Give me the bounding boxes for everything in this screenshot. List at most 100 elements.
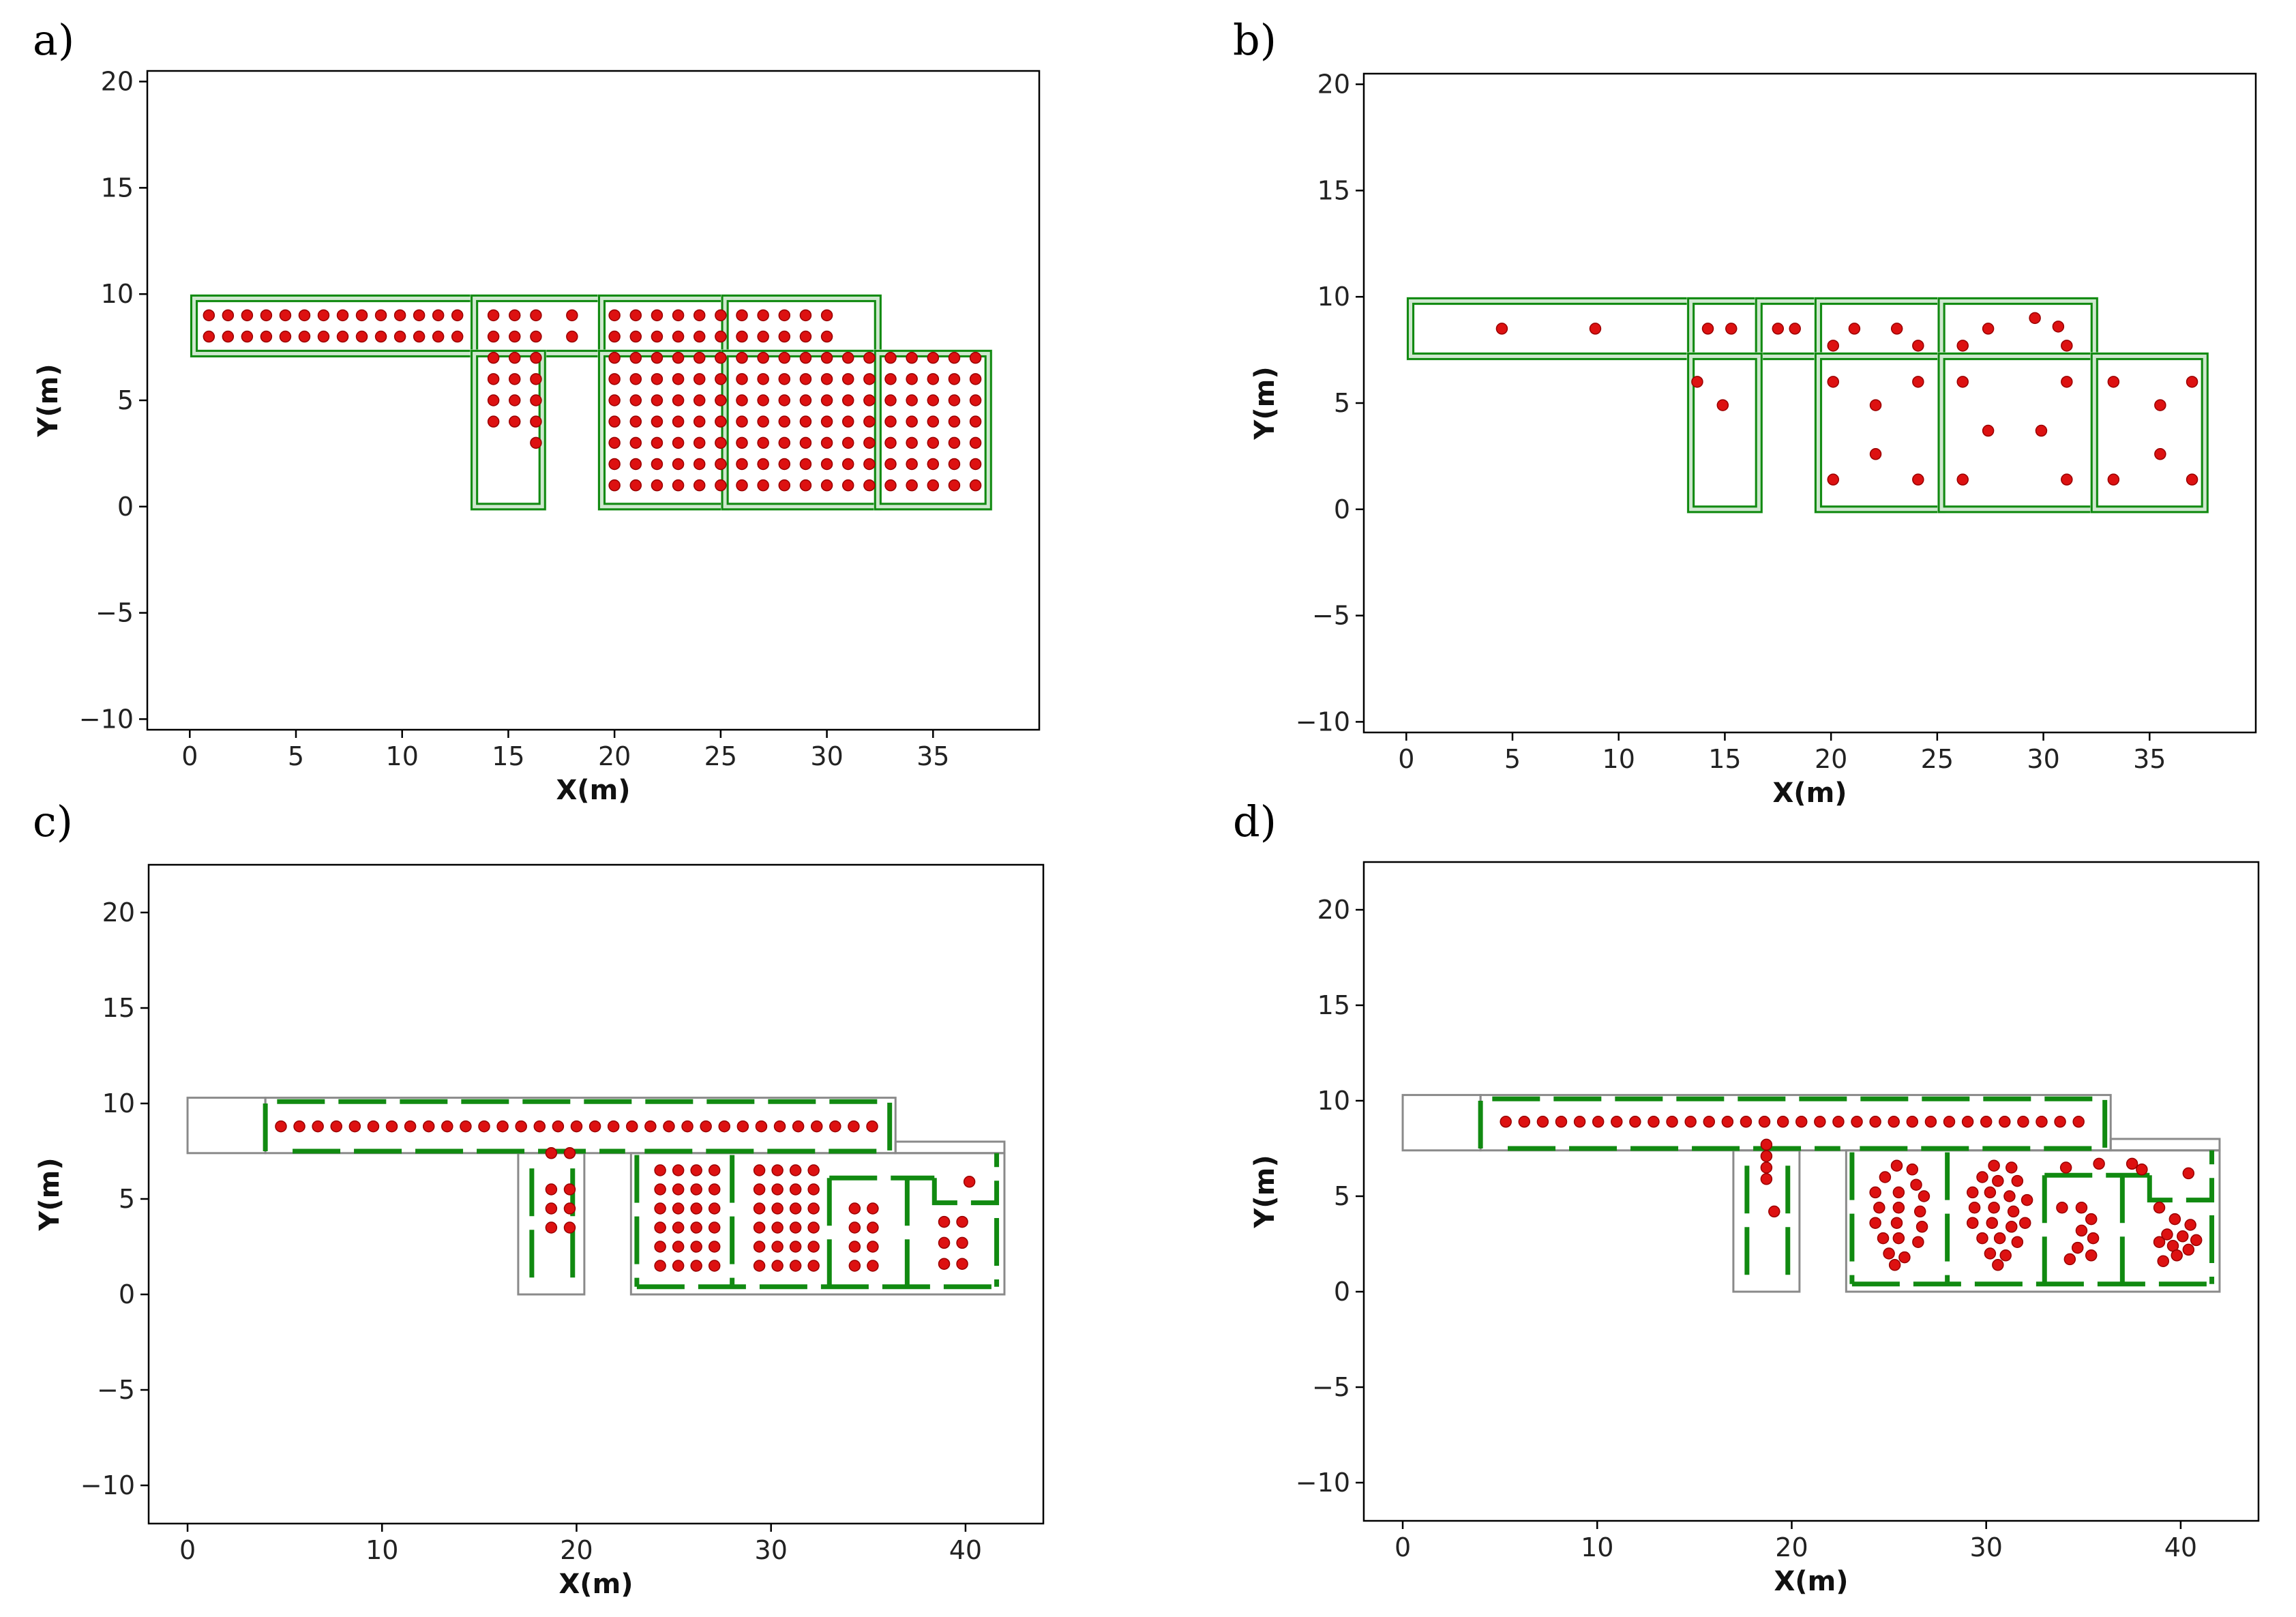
y-tick-label: 10 [102, 1088, 135, 1118]
sample-point [841, 394, 854, 406]
sample-point [753, 1164, 766, 1176]
wall-segment [1478, 1096, 2108, 1148]
sample-point [487, 351, 500, 364]
sample-point [820, 309, 833, 322]
sample-point [1968, 1202, 1981, 1214]
sample-point [2011, 1236, 2024, 1248]
sample-point [820, 458, 833, 471]
sample-point [672, 458, 685, 471]
sample-point [715, 351, 727, 364]
sample-point [293, 1120, 305, 1133]
sample-point [736, 436, 748, 449]
sample-point [792, 1120, 805, 1133]
sample-point [848, 1202, 861, 1215]
sample-point [1500, 1116, 1512, 1128]
sample-point [757, 330, 769, 343]
x-tick-label: 20 [560, 1535, 593, 1565]
building-outline [629, 1152, 1006, 1296]
sample-point [708, 1260, 721, 1272]
sample-point [317, 309, 330, 322]
sample-point [778, 458, 791, 471]
sample-point [432, 330, 445, 343]
sample-point [672, 330, 685, 343]
sample-point [1915, 1221, 1928, 1233]
sample-point [1906, 1116, 1919, 1128]
y-tick-label: 20 [1317, 895, 1350, 925]
sample-point [708, 1202, 721, 1215]
sample-point [1910, 1178, 1922, 1191]
sample-point [789, 1202, 802, 1215]
sample-point [487, 309, 500, 322]
sample-point [1851, 1116, 1863, 1128]
sample-point [841, 351, 854, 364]
sample-point [672, 479, 685, 492]
sample-point [1984, 1186, 1997, 1199]
sample-point [336, 309, 349, 322]
sample-point [241, 309, 254, 322]
room-wall-fill [1686, 352, 1763, 514]
y-tick-label: 20 [101, 67, 134, 97]
y-tick-label: −10 [1296, 707, 1350, 737]
sample-point [848, 1120, 860, 1133]
sample-point [867, 1221, 879, 1234]
sample-point [807, 1241, 820, 1253]
sample-point [1999, 1249, 2012, 1262]
y-tick-label: 0 [117, 492, 134, 522]
sample-point [866, 1120, 878, 1133]
sample-point [927, 436, 940, 449]
panel-label-a: a) [33, 15, 75, 65]
sample-point [374, 330, 387, 343]
sample-point [778, 394, 791, 406]
room-wall-outer [1687, 352, 1763, 514]
y-tick-label: 10 [101, 279, 134, 309]
sample-point [863, 415, 876, 428]
sample-point [672, 415, 685, 428]
x-tick-label: 40 [2164, 1532, 2197, 1562]
sample-point [509, 415, 521, 428]
plot-frame [1362, 861, 2260, 1522]
sample-point [753, 1221, 766, 1234]
sample-point [715, 436, 727, 449]
sample-point [948, 394, 961, 406]
y-tick-label: 5 [117, 385, 134, 415]
sample-point [552, 1120, 565, 1133]
sample-point [693, 351, 706, 364]
sample-point [690, 1221, 702, 1234]
y-tick-label: 0 [1334, 494, 1350, 524]
sample-point [2085, 1213, 2098, 1226]
sample-point [413, 309, 426, 322]
sample-point [1898, 1251, 1911, 1264]
sample-point [530, 351, 542, 364]
sample-point [355, 330, 368, 343]
sample-point [1966, 1186, 1979, 1199]
sample-point [2061, 473, 2073, 486]
sample-point [1518, 1116, 1531, 1128]
sample-point [260, 309, 273, 322]
sample-point [672, 394, 685, 406]
sample-point [715, 415, 727, 428]
sample-point [222, 330, 235, 343]
sample-point [927, 458, 940, 471]
sample-point [672, 1260, 685, 1272]
sample-point [1758, 1116, 1771, 1128]
sample-point [566, 309, 578, 322]
sample-point [654, 1202, 666, 1215]
room-wall-fill [470, 349, 547, 511]
x-tick-label: 5 [1504, 744, 1521, 774]
x-axis-title: X(m) [1774, 1566, 1848, 1597]
sample-point [1943, 1116, 1956, 1128]
sample-point [530, 436, 542, 449]
sample-point [863, 458, 876, 471]
sample-point [1495, 323, 1508, 335]
sample-point [969, 415, 982, 428]
sample-point [629, 479, 642, 492]
sample-point [1890, 1217, 1903, 1229]
sample-point [672, 351, 685, 364]
sample-point [948, 373, 961, 385]
sample-point [1536, 1116, 1549, 1128]
x-tick-label: 0 [179, 1535, 196, 1565]
sample-point [487, 330, 500, 343]
sample-point [1701, 323, 1714, 335]
sample-point [393, 309, 406, 322]
